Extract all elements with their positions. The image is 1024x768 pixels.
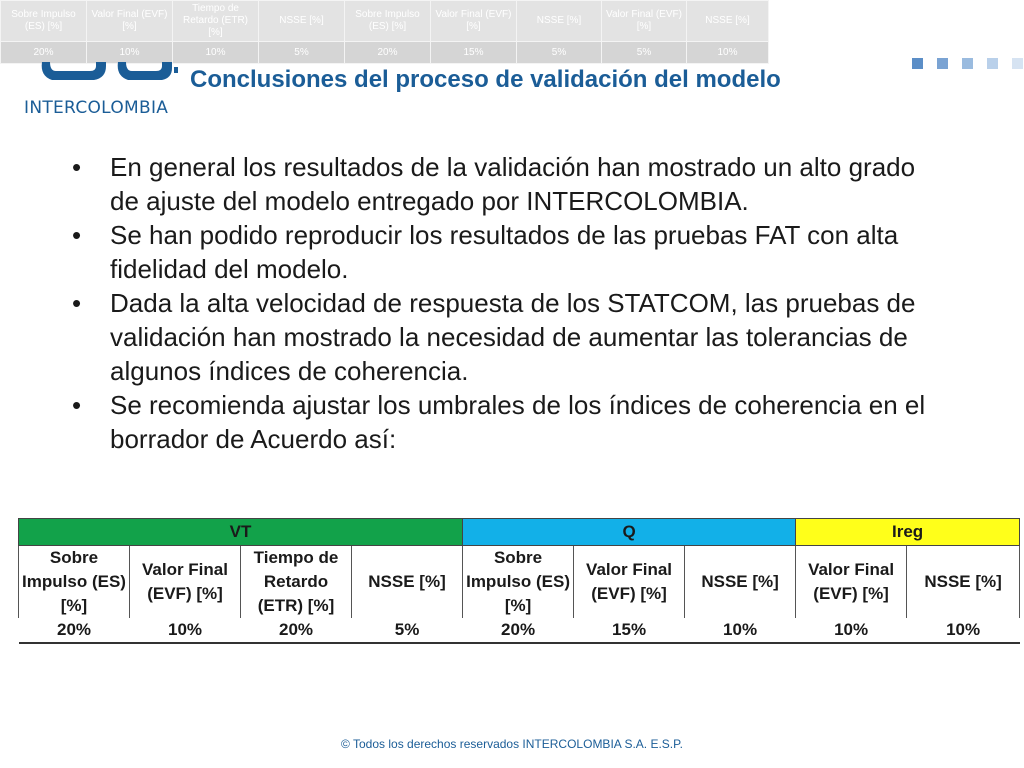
column-header: NSSE [%] xyxy=(684,545,797,618)
overlay-value: 20% xyxy=(0,41,87,64)
bullet-marker: • xyxy=(72,152,82,182)
overlay-header: Sobre Impulso (ES) [%] xyxy=(0,0,87,42)
table-cell: 10% xyxy=(129,618,241,644)
table-cell: 20% xyxy=(462,618,574,644)
group-header-q: Q xyxy=(462,518,797,546)
bullet-item: • En general los resultados de la validac… xyxy=(72,150,932,218)
table-cell: 20% xyxy=(18,618,130,644)
bullet-marker: • xyxy=(72,390,82,420)
bullet-marker: • xyxy=(72,288,82,318)
overlay-header: Valor Final (EVF) [%] xyxy=(430,0,517,42)
column-header: Tiempo de Retardo (ETR) [%] xyxy=(240,545,352,618)
table-cell: 15% xyxy=(573,618,685,644)
column-header: Sobre Impulso (ES) [%] xyxy=(462,545,575,618)
column-header: Valor Final (EVF) [%] xyxy=(795,545,908,618)
overlay-value: 5% xyxy=(601,41,687,64)
table-cell: 20% xyxy=(240,618,352,644)
bullet-marker: • xyxy=(72,220,82,250)
bullet-text: Se han podido reproducir los resultados … xyxy=(110,220,899,284)
table-cell: 10% xyxy=(795,618,907,644)
overlay-header: NSSE [%] xyxy=(516,0,602,42)
logo-mark-icon xyxy=(41,62,178,80)
table-cell: 10% xyxy=(906,618,1020,644)
bullet-list: • En general los resultados de la validac… xyxy=(72,150,932,456)
bullet-item: • Dada la alta velocidad de respuesta de … xyxy=(72,286,932,388)
bullet-text: Se recomienda ajustar los umbrales de lo… xyxy=(110,390,926,454)
decorative-squares-icon xyxy=(912,58,1023,69)
column-header: NSSE [%] xyxy=(906,545,1021,618)
overlay-header: Sobre Impulso (ES) [%] xyxy=(344,0,431,42)
overlay-header: Valor Final (EVF) [%] xyxy=(86,0,173,42)
logo-text: INTERCOLOMBIA xyxy=(24,98,169,118)
column-header: Valor Final (EVF) [%] xyxy=(129,545,241,618)
table-cell: 5% xyxy=(351,618,463,644)
overlay-header: Valor Final (EVF) [%] xyxy=(601,0,687,42)
overlay-header: NSSE [%] xyxy=(686,0,769,42)
overlay-value: 10% xyxy=(686,41,769,64)
group-header-ireg: Ireg xyxy=(795,518,1021,546)
bullet-text: Dada la alta velocidad de respuesta de l… xyxy=(110,288,916,386)
overlay-value: 10% xyxy=(86,41,173,64)
bullet-item: • Se recomienda ajustar los umbrales de l… xyxy=(72,388,932,456)
thresholds-table: VT Q Ireg Sobre Impulso (ES) [%] Valor F… xyxy=(17,518,1021,644)
footer-copyright: © Todos los derechos reservados INTERCOL… xyxy=(341,737,683,751)
bullet-text: En general los resultados de la validaci… xyxy=(110,152,916,216)
table-cell: 10% xyxy=(684,618,796,644)
overlay-value: 5% xyxy=(258,41,345,64)
overlay-value: 5% xyxy=(516,41,602,64)
page-title: Conclusiones del proceso de validación d… xyxy=(190,66,781,93)
overlay-header: Tiempo de Retardo (ETR) [%] xyxy=(172,0,259,42)
column-header: NSSE [%] xyxy=(350,545,464,618)
overlay-value: 10% xyxy=(172,41,259,64)
bullet-item: • Se han podido reproducir los resultados… xyxy=(72,218,932,286)
company-logo: INTERCOLOMBIA xyxy=(22,58,178,120)
overlay-header: NSSE [%] xyxy=(258,0,345,42)
group-header-vt: VT xyxy=(17,518,464,546)
overlay-value: 15% xyxy=(430,41,517,64)
column-header: Valor Final (EVF) [%] xyxy=(573,545,686,618)
column-header: Sobre Impulso (ES) [%] xyxy=(18,545,130,618)
overlay-table: Sobre Impulso (ES) [%] Valor Final (EVF)… xyxy=(0,0,769,64)
overlay-value: 20% xyxy=(344,41,431,64)
